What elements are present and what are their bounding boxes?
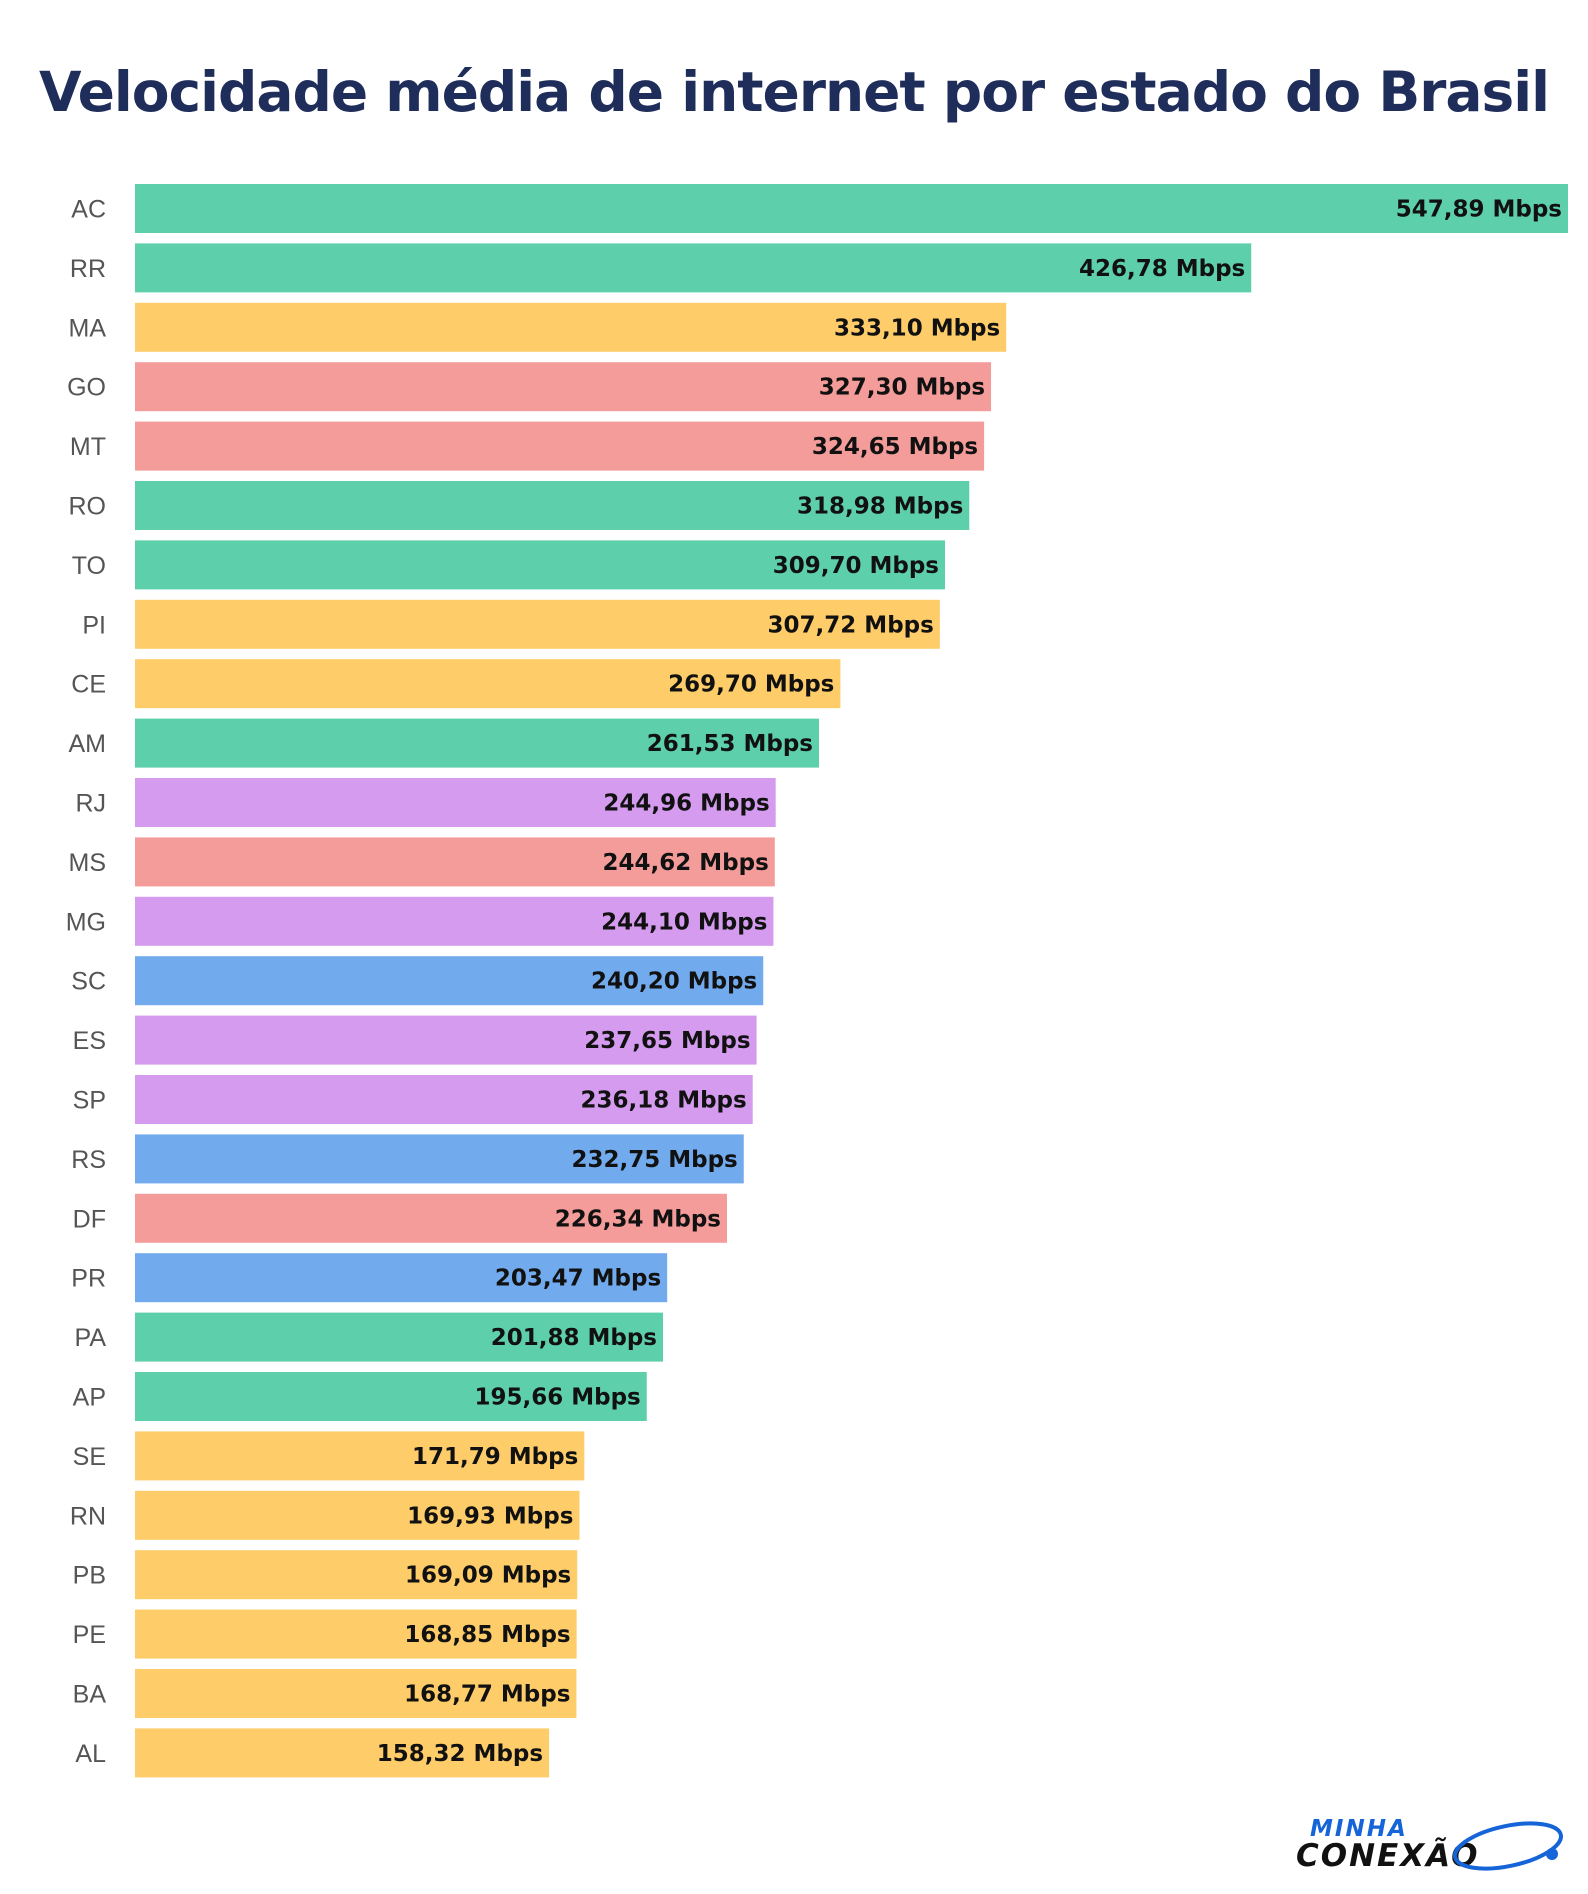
value-label-mt: 324,65 Mbps [812, 434, 978, 460]
category-label-pi: PI [82, 611, 106, 639]
value-label-ac: 547,89 Mbps [1396, 197, 1562, 223]
bar-se [135, 1431, 585, 1481]
bar-pa [135, 1312, 664, 1362]
bar-al [135, 1728, 550, 1778]
bar-rj [135, 778, 776, 827]
value-label-es: 237,65 Mbps [584, 1028, 750, 1054]
value-label-ce: 269,70 Mbps [668, 672, 834, 698]
category-label-ba: BA [73, 1681, 107, 1709]
category-label-al: AL [75, 1740, 106, 1768]
value-label-ba: 168,77 Mbps [404, 1682, 570, 1708]
value-label-ma: 333,10 Mbps [834, 315, 1000, 341]
bar-ro [135, 481, 970, 530]
bar-pb [135, 1550, 578, 1600]
category-label-ms: MS [69, 849, 107, 877]
value-label-rn: 169,93 Mbps [407, 1503, 573, 1529]
category-label-mt: MT [70, 433, 106, 461]
bar-pr [135, 1253, 668, 1303]
value-label-mg: 244,10 Mbps [601, 909, 767, 935]
category-label-rj: RJ [75, 790, 106, 818]
category-label-sp: SP [73, 1087, 106, 1115]
bar-pi [135, 599, 940, 649]
value-label-pb: 169,09 Mbps [405, 1563, 571, 1589]
category-label-ce: CE [71, 671, 106, 699]
bar-go [135, 362, 992, 412]
bar-mt [135, 421, 985, 471]
value-label-pi: 307,72 Mbps [768, 612, 934, 638]
value-label-ms: 244,62 Mbps [603, 850, 769, 876]
value-label-pr: 203,47 Mbps [495, 1266, 661, 1292]
value-label-am: 261,53 Mbps [647, 731, 813, 757]
value-label-al: 158,32 Mbps [377, 1741, 543, 1767]
category-label-go: GO [67, 374, 106, 402]
bar-ap [135, 1372, 647, 1421]
bar-ma [135, 302, 1007, 352]
bar-to [135, 540, 946, 590]
category-label-se: SE [73, 1443, 106, 1471]
value-label-df: 226,34 Mbps [555, 1206, 721, 1232]
value-label-go: 327,30 Mbps [819, 375, 985, 401]
bar-pe [135, 1609, 577, 1659]
logo-swoosh-icon [1453, 1821, 1563, 1871]
category-label-df: DF [73, 1205, 106, 1233]
category-label-ac: AC [71, 196, 106, 224]
category-label-rn: RN [70, 1502, 106, 1530]
bar-rr [135, 243, 1252, 293]
category-label-rr: RR [70, 255, 106, 283]
category-label-sc: SC [71, 968, 106, 996]
bar-df [135, 1193, 727, 1243]
bar-rs [135, 1134, 744, 1184]
value-label-rs: 232,75 Mbps [571, 1147, 737, 1173]
value-label-rr: 426,78 Mbps [1079, 256, 1245, 282]
category-label-ap: AP [73, 1384, 106, 1412]
value-label-pe: 168,85 Mbps [404, 1622, 570, 1648]
value-label-se: 171,79 Mbps [412, 1444, 578, 1470]
bar-mg [135, 896, 774, 946]
bar-chart: AC 547,89 Mbps RR 426,78 Mbps MA 333,10 Mbps G… [66, 184, 1568, 1778]
value-label-pa: 201,88 Mbps [491, 1325, 657, 1351]
category-label-rs: RS [71, 1146, 106, 1174]
bar-ce [135, 659, 841, 709]
category-label-pr: PR [71, 1265, 106, 1293]
bar-rn [135, 1490, 580, 1540]
category-label-ro: RO [69, 493, 107, 521]
category-label-am: AM [69, 730, 107, 758]
bar-es [135, 1015, 757, 1065]
bar-sp [135, 1075, 753, 1124]
value-label-ro: 318,98 Mbps [797, 494, 963, 520]
value-label-to: 309,70 Mbps [773, 553, 939, 579]
logo-line-1: MINHA [1310, 1816, 1408, 1842]
bar-ms [135, 837, 775, 887]
bar-ba [135, 1669, 577, 1718]
category-label-pe: PE [73, 1621, 106, 1649]
category-label-es: ES [73, 1027, 106, 1055]
value-label-rj: 244,96 Mbps [603, 791, 769, 817]
category-label-to: TO [72, 552, 106, 580]
category-label-mg: MG [66, 908, 106, 936]
category-label-pb: PB [73, 1562, 106, 1590]
category-label-ma: MA [69, 314, 107, 342]
value-label-sp: 236,18 Mbps [580, 1088, 746, 1114]
chart-title: Velocidade média de internet por estado … [39, 60, 1550, 124]
bar-am [135, 718, 820, 768]
value-label-sc: 240,20 Mbps [591, 969, 757, 995]
value-label-ap: 195,66 Mbps [474, 1385, 640, 1411]
bar-ac [135, 184, 1568, 233]
minha-conexao-logo: MINHA CONEXÃO [1296, 1816, 1568, 1878]
category-label-pa: PA [75, 1324, 107, 1352]
bar-sc [135, 956, 764, 1006]
logo-line-2: CONEXÃO [1296, 1838, 1480, 1874]
